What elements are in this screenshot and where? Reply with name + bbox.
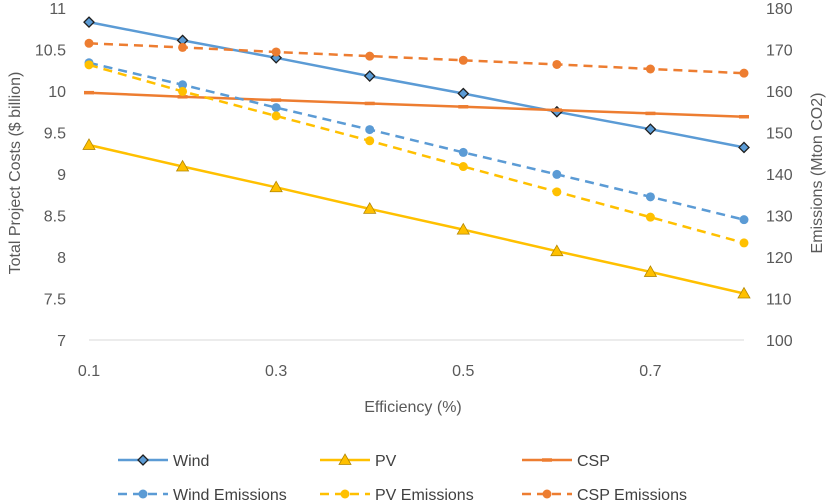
series-wind <box>83 16 750 154</box>
data-point-pv <box>363 202 377 214</box>
data-point-pv-emissions <box>365 136 375 146</box>
data-point-wind <box>457 87 470 100</box>
y-left-tick-label: 10 <box>48 84 66 101</box>
y-left-tick-label: 7 <box>57 333 66 350</box>
data-point-wind <box>363 70 376 82</box>
y-right-tick-label: 140 <box>766 167 793 184</box>
x-axis-title: Efficiency (%) <box>364 399 462 416</box>
data-point-csp-emissions <box>645 64 655 74</box>
legend-item-csp: CSP <box>522 453 610 470</box>
data-point-wind <box>644 123 657 136</box>
data-point-wind-emissions <box>645 192 655 202</box>
y-right-tick-label: 120 <box>766 250 793 267</box>
data-point-wind-emissions <box>365 125 375 135</box>
y-left-tick-label: 9 <box>57 167 66 184</box>
y-right-tick-label: 170 <box>766 43 793 60</box>
data-point-pv-emissions <box>271 111 281 121</box>
data-point-pv <box>82 138 96 150</box>
y-right-tick-label: 180 <box>766 1 793 18</box>
legend: Wind PV CSP Wind Emissions PV Emissions CSP E… <box>118 453 687 504</box>
legend-swatch-marker <box>138 489 148 499</box>
legend-swatch-marker <box>137 454 149 466</box>
data-point-pv-emissions <box>178 86 188 96</box>
x-tick-label: 0.5 <box>452 363 474 380</box>
legend-item-wind: Wind <box>118 453 209 470</box>
data-point-wind <box>738 141 750 154</box>
legend-label: PV Emissions <box>375 487 474 504</box>
series-pv <box>82 138 751 299</box>
data-point-pv <box>456 222 470 235</box>
series-line-wind-emissions <box>88 61 745 221</box>
data-point-pv <box>550 244 564 257</box>
data-point-wind-emissions <box>271 103 281 113</box>
legend-item-pv: PV <box>320 453 397 470</box>
data-point-pv-emissions <box>458 162 468 172</box>
series-line-csp <box>88 91 745 118</box>
legend-item-wind-emissions: Wind Emissions <box>118 487 287 504</box>
series-line-pv-emissions <box>88 63 745 245</box>
data-point-pv-emissions <box>739 238 749 248</box>
x-tick-label: 0.3 <box>265 363 287 380</box>
data-point-wind-emissions <box>739 215 749 225</box>
legend-swatch-marker <box>338 453 352 465</box>
y-left-tick-label: 11 <box>49 1 66 18</box>
plot-area <box>82 16 751 299</box>
legend-label: CSP Emissions <box>577 487 687 504</box>
series-csp-emissions <box>84 38 749 78</box>
y-axis-right: 100 110 120 130 140 150 160 170 180 <box>766 1 793 350</box>
series-csp <box>84 90 749 119</box>
y-right-tick-label: 160 <box>766 84 793 101</box>
data-point-pv <box>269 180 283 193</box>
y-right-tick-label: 100 <box>766 333 793 350</box>
data-point-csp-emissions <box>84 38 94 48</box>
series-wind-emissions <box>84 58 749 225</box>
y-axis-left-title: Total Project Costs ($ billion) <box>7 72 24 275</box>
data-point-pv <box>737 286 751 299</box>
y-left-tick-label: 9.5 <box>44 126 66 143</box>
data-point-csp-emissions <box>365 51 375 61</box>
data-point-csp-emissions <box>458 55 468 65</box>
legend-label: CSP <box>577 453 610 470</box>
data-point-wind-emissions <box>552 169 562 179</box>
data-point-csp-emissions <box>739 68 749 78</box>
data-point-pv <box>175 159 190 172</box>
y-axis-right-title: Emissions (Mton CO2) <box>809 93 826 254</box>
legend-label: Wind Emissions <box>173 487 287 504</box>
data-point-wind-emissions <box>178 80 188 90</box>
y-left-tick-label: 8.5 <box>44 209 66 226</box>
series-line-csp-emissions <box>88 42 745 75</box>
y-left-tick-label: 10.5 <box>35 43 66 60</box>
data-point-pv <box>643 265 658 277</box>
legend-label: Wind <box>173 453 209 470</box>
data-point-wind-emissions <box>458 147 468 157</box>
x-axis: 0.1 0.3 0.5 0.7 <box>78 339 744 380</box>
data-point-csp-emissions <box>271 47 281 57</box>
y-axis-left: 7 7.5 8 8.5 9 9.5 10 10.5 11 <box>35 1 66 350</box>
y-left-tick-label: 7.5 <box>44 292 66 309</box>
legend-item-pv-emissions: PV Emissions <box>320 487 474 504</box>
legend-swatch-marker <box>340 489 350 499</box>
data-point-csp-emissions <box>552 59 562 69</box>
legend-item-csp-emissions: CSP Emissions <box>522 487 687 504</box>
data-point-pv-emissions <box>84 60 94 70</box>
y-right-tick-label: 150 <box>766 126 793 143</box>
x-tick-label: 0.7 <box>639 363 661 380</box>
y-right-tick-label: 130 <box>766 209 793 226</box>
series-line-wind <box>88 20 745 149</box>
x-tick-label: 0.1 <box>78 363 100 380</box>
y-right-tick-label: 110 <box>766 292 792 309</box>
series-line-pv <box>88 143 745 295</box>
series-pv-emissions <box>84 60 749 248</box>
data-point-csp-emissions <box>178 42 188 52</box>
legend-label: PV <box>375 453 397 470</box>
data-point-pv-emissions <box>552 187 562 197</box>
data-point-pv-emissions <box>645 212 655 222</box>
y-left-tick-label: 8 <box>57 250 66 267</box>
legend-swatch-marker <box>542 489 552 499</box>
data-point-wind <box>83 16 95 29</box>
